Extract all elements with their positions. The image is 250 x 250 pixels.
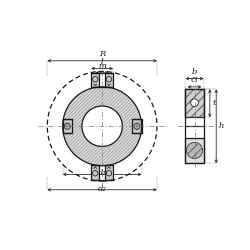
Bar bbox=[186, 89, 204, 117]
Text: m: m bbox=[98, 62, 106, 70]
Text: h: h bbox=[219, 122, 224, 130]
Circle shape bbox=[186, 142, 202, 158]
Text: l: l bbox=[101, 58, 103, 66]
Text: d₁: d₁ bbox=[98, 170, 106, 177]
Bar bbox=[105, 73, 113, 87]
Text: G: G bbox=[191, 76, 198, 84]
Text: d₂: d₂ bbox=[98, 185, 106, 193]
Bar bbox=[63, 119, 72, 134]
Bar bbox=[105, 165, 113, 180]
Text: t: t bbox=[212, 99, 216, 107]
Bar bbox=[186, 138, 204, 163]
Wedge shape bbox=[63, 87, 142, 126]
Bar bbox=[91, 73, 100, 87]
Bar bbox=[132, 119, 141, 134]
Wedge shape bbox=[63, 126, 142, 166]
Bar bbox=[186, 89, 204, 163]
Bar bbox=[186, 89, 204, 117]
Bar bbox=[91, 165, 100, 180]
Text: b: b bbox=[192, 68, 197, 76]
Text: R: R bbox=[99, 50, 105, 58]
Circle shape bbox=[191, 99, 198, 106]
